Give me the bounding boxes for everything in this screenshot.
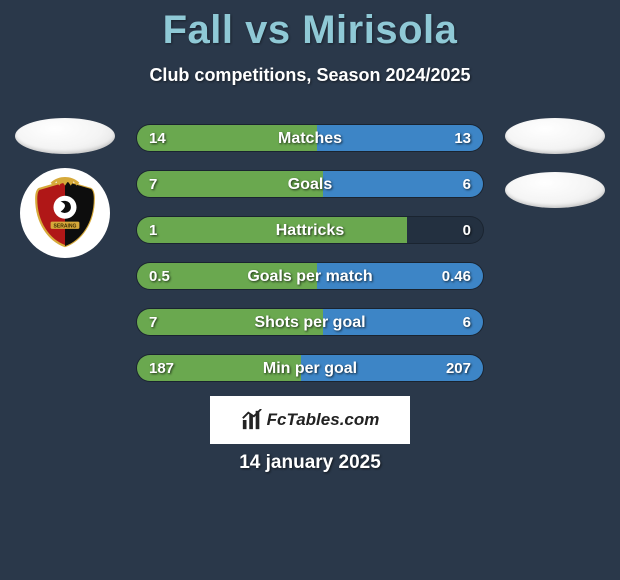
stat-label: Matches bbox=[137, 125, 483, 151]
left-player-column: SERAING bbox=[10, 118, 120, 258]
svg-text:SERAING: SERAING bbox=[54, 223, 77, 229]
stat-label: Hattricks bbox=[137, 217, 483, 243]
player-placeholder-ellipse bbox=[505, 118, 605, 154]
stat-bar: 187207Min per goal bbox=[136, 354, 484, 382]
stat-label: Goals per match bbox=[137, 263, 483, 289]
stat-bar: 76Goals bbox=[136, 170, 484, 198]
stat-bar: 76Shots per goal bbox=[136, 308, 484, 336]
brand-label: FcTables.com bbox=[267, 410, 380, 430]
stat-bar: 0.50.46Goals per match bbox=[136, 262, 484, 290]
right-player-column bbox=[500, 118, 610, 226]
subtitle: Club competitions, Season 2024/2025 bbox=[0, 65, 620, 86]
date-label: 14 january 2025 bbox=[0, 452, 620, 474]
page-title: Fall vs Mirisola bbox=[0, 0, 620, 53]
club-crest: SERAING bbox=[20, 168, 110, 258]
stat-label: Min per goal bbox=[137, 355, 483, 381]
stat-bar: 1413Matches bbox=[136, 124, 484, 152]
stat-bar: 10Hattricks bbox=[136, 216, 484, 244]
crest-icon: SERAING bbox=[29, 177, 101, 249]
chart-icon bbox=[241, 409, 263, 431]
stats-bars: 1413Matches 76Goals 10Hattricks 0.50.46Goal… bbox=[136, 124, 484, 400]
brand-badge: FcTables.com bbox=[210, 396, 410, 444]
player-placeholder-ellipse bbox=[505, 172, 605, 208]
stat-label: Goals bbox=[137, 171, 483, 197]
stat-label: Shots per goal bbox=[137, 309, 483, 335]
player-placeholder-ellipse bbox=[15, 118, 115, 154]
